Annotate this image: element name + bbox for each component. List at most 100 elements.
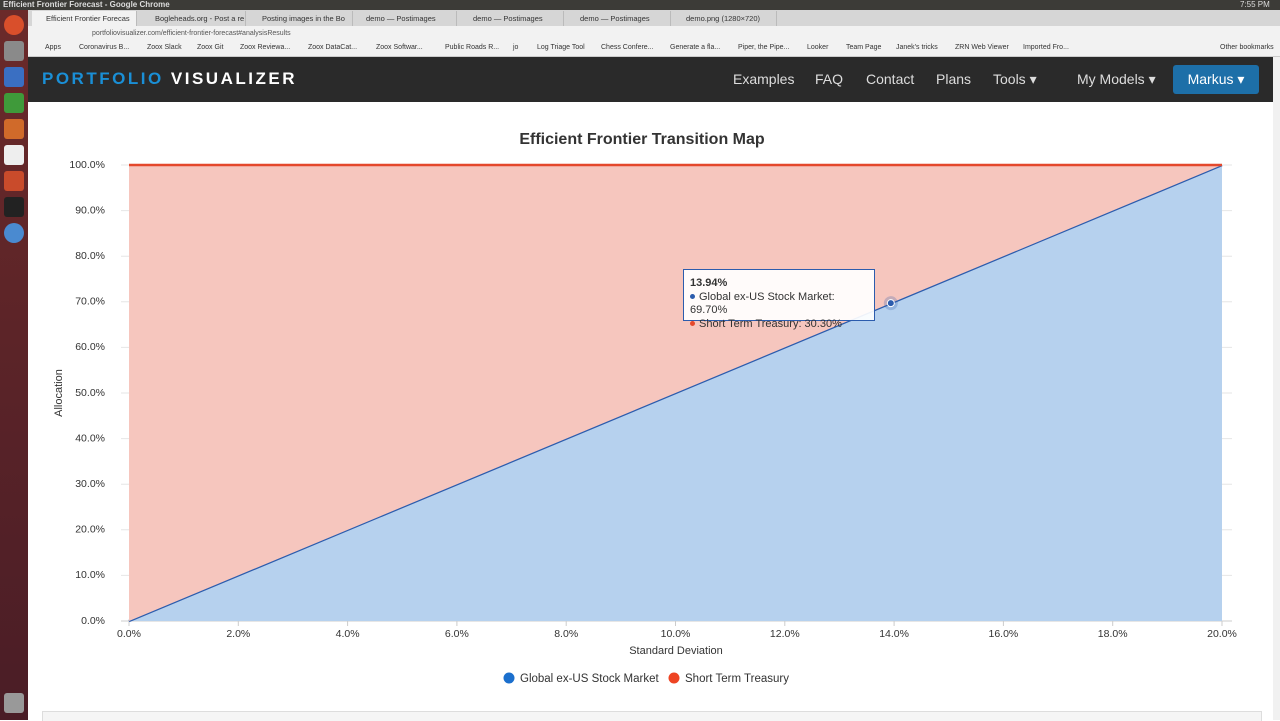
bookmark[interactable]: Zoox Slack — [147, 44, 182, 51]
clock: 7:55 PM — [1240, 0, 1270, 9]
tab[interactable]: demo.png (1280×720) — [672, 11, 777, 26]
legend-label[interactable]: Short Term Treasury — [685, 673, 789, 685]
site-nav — [28, 57, 1273, 102]
nav-link-text: Examples — [733, 71, 795, 87]
tab[interactable]: demo — Postimages — [459, 11, 564, 26]
y-tick-label: 0.0% — [81, 615, 105, 627]
trash-icon[interactable] — [4, 693, 24, 713]
nav-link-text: Contact — [866, 71, 915, 87]
bookmarks-bar — [28, 41, 1280, 57]
tab[interactable]: demo — Postimages — [352, 11, 457, 26]
x-tick-label: 8.0% — [554, 628, 578, 640]
bookmark[interactable]: ZRN Web Viewer — [955, 44, 1009, 51]
tooltip-row: Short Term Treasury: 30.30% — [690, 318, 868, 332]
brand-word: VISUALIZER — [170, 69, 297, 88]
y-tick-label: 100.0% — [69, 159, 105, 171]
bookmark[interactable]: Imported Fro... — [1023, 44, 1069, 51]
y-tick-label: 10.0% — [75, 569, 105, 581]
next-panel — [42, 711, 1262, 721]
launcher-icon[interactable] — [4, 171, 24, 191]
y-tick-label: 80.0% — [75, 250, 105, 262]
x-tick-label: 12.0% — [770, 628, 800, 640]
hover-point — [886, 299, 895, 308]
nav-link-text: My Models — [1077, 71, 1145, 87]
nav-link-text: Plans — [936, 71, 972, 87]
legend-marker — [503, 672, 515, 684]
nav-link[interactable]: Examples — [733, 57, 794, 102]
bookmark[interactable]: Generate a fla... — [670, 44, 721, 51]
bookmark[interactable]: Apps — [45, 44, 61, 51]
launcher-icon[interactable] — [4, 15, 24, 35]
tab[interactable]: demo — Postimages — [566, 11, 671, 26]
bookmark[interactable]: Zoox Reviewa... — [240, 44, 291, 51]
tab-bar — [28, 10, 1280, 26]
bookmark[interactable]: Other bookmarks — [1220, 44, 1274, 51]
window-title-bar: Efficient Frontier Forecast - Google Chr… — [0, 0, 1280, 10]
tooltip: 13.94% Global ex-US Stock Market: 69.70%… — [683, 269, 875, 330]
tab[interactable]: Posting images in the Bo — [248, 11, 353, 26]
scrollbar[interactable] — [1273, 57, 1280, 720]
x-tick-label: 0.0% — [117, 628, 141, 640]
brand-word: PORTFOLIO — [42, 69, 164, 88]
y-tick-label: 90.0% — [75, 204, 105, 216]
nav-link-text: FAQ — [815, 71, 844, 87]
y-tick-label: 60.0% — [75, 341, 105, 353]
url[interactable]: portfoliovisualizer.com/efficient-fronti… — [92, 30, 291, 37]
tab[interactable]: Bogleheads.org - Post a re — [141, 11, 246, 26]
brand[interactable]: PORTFOLIO VISUALIZER — [42, 57, 297, 102]
bookmark[interactable]: Zoox Softwar... — [376, 44, 423, 51]
bookmark[interactable]: Zoox Git — [197, 44, 224, 51]
nav-link[interactable]: Tools ▾ — [993, 71, 1037, 87]
tab[interactable]: Efficient Frontier Forecas — [32, 11, 137, 26]
y-tick-label: 30.0% — [75, 478, 105, 490]
y-tick-label: 40.0% — [75, 432, 105, 444]
legend-label[interactable]: Global ex-US Stock Market — [520, 673, 659, 685]
tooltip-dot — [690, 294, 695, 300]
x-tick-label: 10.0% — [661, 628, 691, 640]
bookmark[interactable]: jo — [513, 44, 519, 51]
address-bar — [28, 26, 1280, 41]
chart-title: Efficient Frontier Transition Map — [519, 131, 765, 148]
x-tick-label: 2.0% — [226, 628, 250, 640]
user-name: Markus — [1187, 71, 1234, 87]
launcher-icon[interactable] — [4, 119, 24, 139]
bookmark[interactable]: Team Page — [846, 44, 882, 51]
y-tick-label: 50.0% — [75, 387, 105, 399]
launcher-icon[interactable] — [4, 67, 24, 87]
y-axis-label: Allocation — [53, 369, 65, 417]
y-tick-label: 70.0% — [75, 296, 105, 308]
tooltip-text: Global ex-US Stock Market: 69.70% — [690, 290, 835, 317]
bookmark[interactable]: Public Roads R... — [445, 44, 500, 51]
nav-link[interactable]: Contact — [866, 57, 914, 102]
launcher-icon[interactable] — [4, 145, 24, 165]
launcher-icon[interactable] — [4, 41, 24, 61]
tooltip-text: Short Term Treasury: 30.30% — [699, 317, 842, 330]
bookmark[interactable]: Piper, the Pipe... — [738, 44, 790, 51]
nav-link[interactable]: My Models ▾ — [1077, 71, 1156, 87]
tooltip-row: Global ex-US Stock Market: 69.70% — [690, 291, 868, 318]
tooltip-dot — [690, 321, 695, 327]
x-tick-label: 16.0% — [989, 628, 1019, 640]
nav-link-text: Tools — [993, 71, 1026, 87]
bookmark[interactable]: Coronavirus B... — [79, 44, 130, 51]
nav-link[interactable]: Plans — [936, 57, 971, 102]
user-menu[interactable]: Markus ▾ — [1173, 65, 1259, 94]
bookmark[interactable]: Janek's tricks — [896, 44, 938, 51]
bookmark[interactable]: Chess Confere... — [601, 44, 654, 51]
bookmark[interactable]: Log Triage Tool — [537, 44, 585, 51]
nav-link[interactable]: FAQ — [815, 57, 843, 102]
window-title: Efficient Frontier Forecast - Google Chr… — [3, 0, 170, 9]
launcher-icon[interactable] — [4, 197, 24, 217]
bookmark[interactable]: Zoox DataCat... — [308, 44, 358, 51]
x-axis-label: Standard Deviation — [629, 645, 723, 657]
area — [129, 165, 1222, 621]
bookmark[interactable]: Looker — [807, 44, 829, 51]
x-tick-label: 6.0% — [445, 628, 469, 640]
launcher-icon[interactable] — [4, 93, 24, 113]
x-tick-label: 18.0% — [1098, 628, 1128, 640]
launcher-icon[interactable] — [4, 223, 24, 243]
tooltip-title: 13.94% — [690, 277, 728, 289]
